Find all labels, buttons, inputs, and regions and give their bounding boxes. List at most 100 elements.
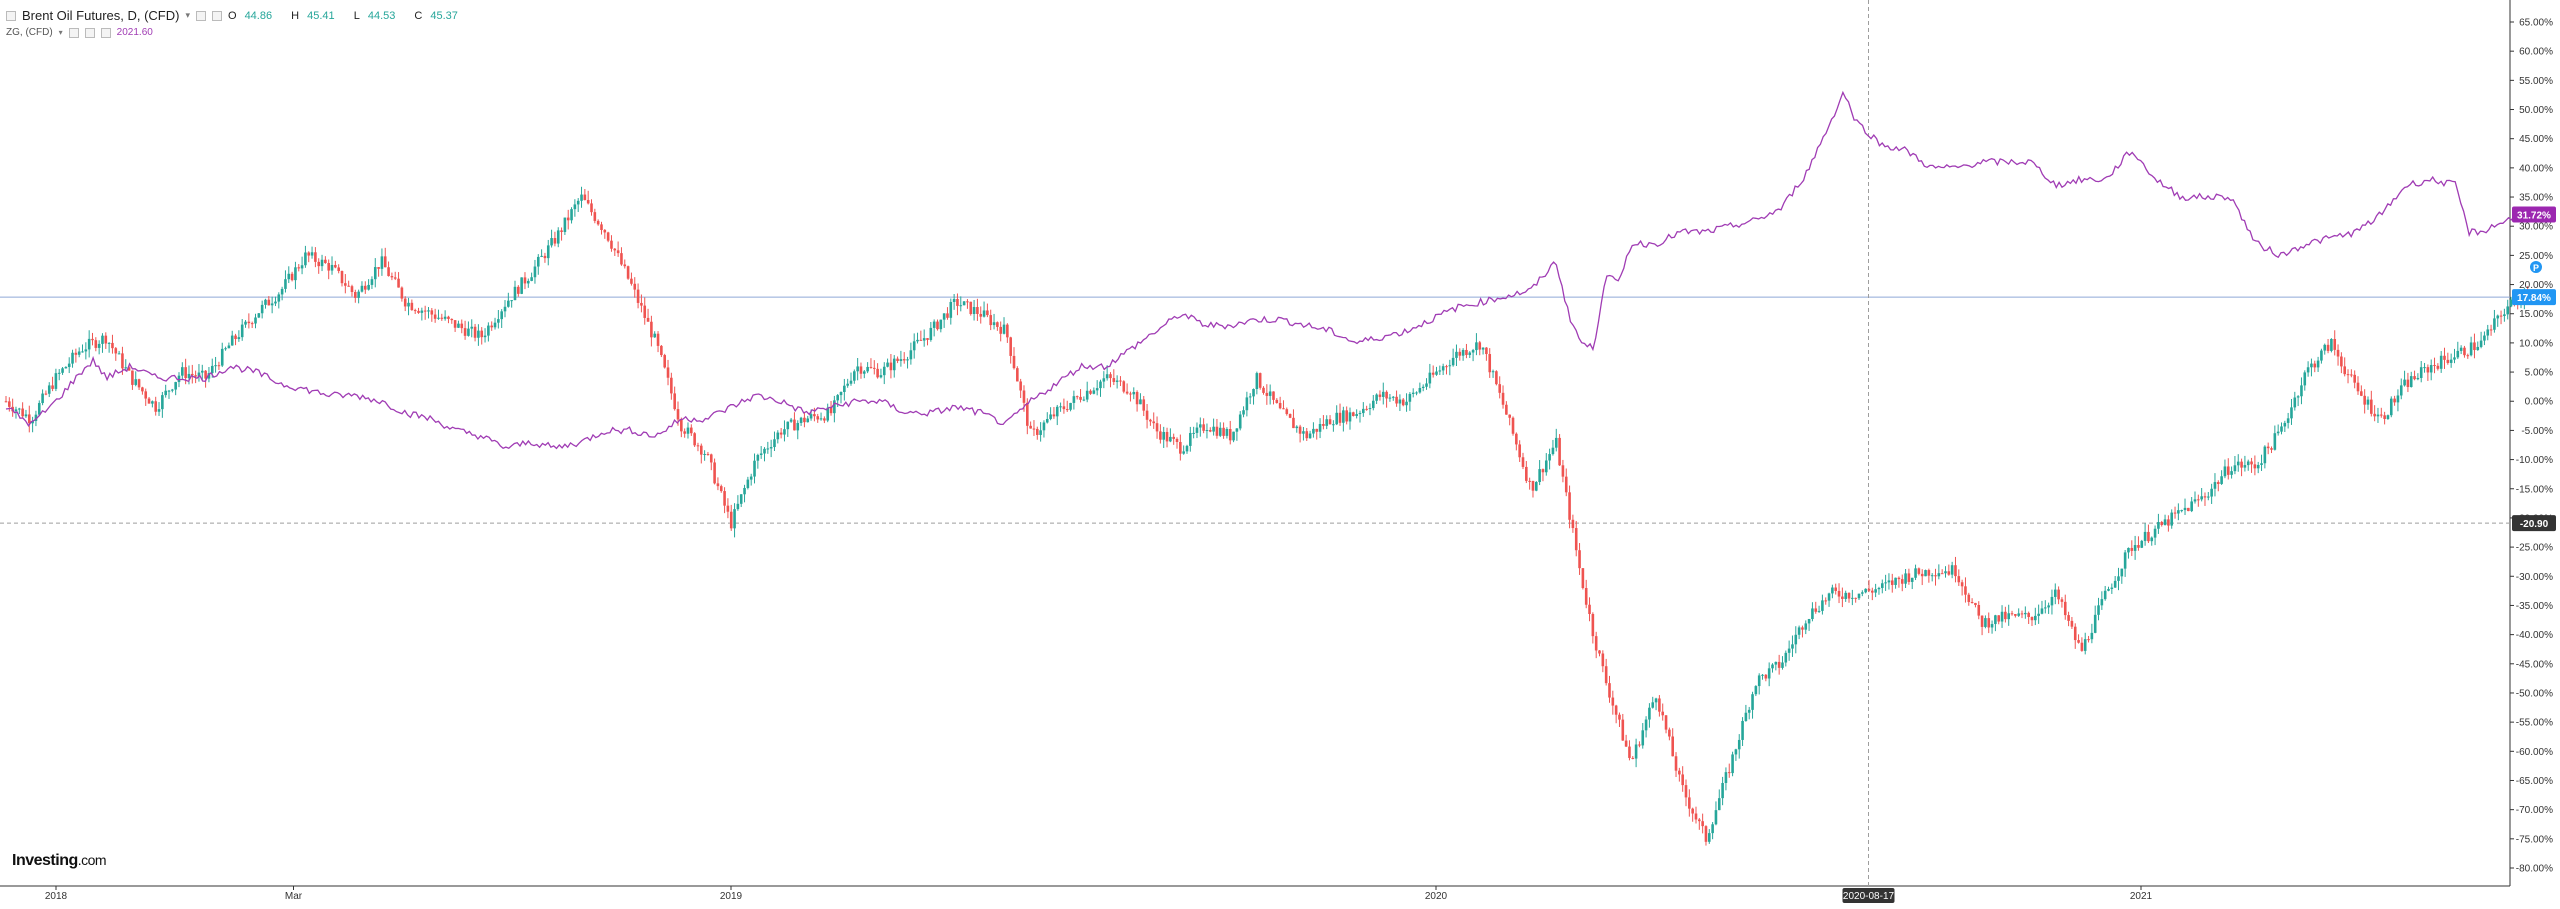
candle-body xyxy=(819,418,823,420)
candle-body xyxy=(942,313,946,320)
candle-body xyxy=(1075,396,1079,398)
candle-body xyxy=(1957,576,1961,583)
candlestick xyxy=(297,264,301,272)
candle-body xyxy=(2409,376,2413,387)
candle-body xyxy=(1601,653,1605,667)
candle-body xyxy=(107,342,111,344)
candle-body xyxy=(853,371,856,381)
candlestick xyxy=(2113,576,2117,588)
candle-body xyxy=(2216,482,2220,484)
candlestick xyxy=(1608,675,1611,703)
y-tick-label: -30.00% xyxy=(2516,572,2553,583)
candle-body xyxy=(1814,608,1818,612)
candlestick xyxy=(2333,330,2337,356)
candle-body xyxy=(403,298,407,307)
candle-body xyxy=(1292,417,1295,429)
visibility-button[interactable] xyxy=(196,10,206,21)
candle-body xyxy=(503,306,507,312)
candlestick xyxy=(350,284,354,297)
candlestick xyxy=(1169,428,1172,443)
candlestick xyxy=(1937,564,1941,580)
candle-body xyxy=(2160,522,2164,525)
candlestick xyxy=(1378,390,1382,401)
candle-body xyxy=(1561,465,1565,477)
collapse-legend-button[interactable] xyxy=(6,10,16,21)
candle-body xyxy=(1055,406,1059,417)
candlestick xyxy=(1298,424,1302,443)
candlestick xyxy=(2190,496,2193,513)
candle-body xyxy=(2340,356,2343,367)
candlestick xyxy=(1308,430,1312,439)
candle-body xyxy=(2346,374,2350,376)
candlestick xyxy=(1794,626,1798,654)
candle-body xyxy=(1754,686,1758,695)
candlestick xyxy=(713,458,716,485)
candle-body xyxy=(1817,610,1821,612)
candle-body xyxy=(1741,720,1744,740)
compare-series-title[interactable]: ZG, (CFD) xyxy=(6,27,53,38)
compare-remove-button[interactable] xyxy=(100,27,111,38)
candle-body xyxy=(1608,683,1611,698)
candle-body xyxy=(1368,408,1372,410)
candlestick xyxy=(2167,515,2170,532)
last-price-marker[interactable] xyxy=(2530,261,2542,274)
candle-body xyxy=(317,261,321,267)
candlestick xyxy=(1185,444,1189,454)
candlestick xyxy=(1747,706,1751,720)
candlestick xyxy=(1980,615,1984,636)
candle-body xyxy=(71,352,74,364)
candle-body xyxy=(979,313,983,317)
candle-body xyxy=(2073,626,2077,641)
candle-body xyxy=(1298,426,1302,434)
candlestick xyxy=(2300,377,2303,405)
candlestick xyxy=(467,321,470,337)
candlestick xyxy=(2396,389,2400,412)
candlestick xyxy=(1957,569,1961,586)
candle-body xyxy=(2203,496,2207,498)
compare-series-value: 2021.60 xyxy=(116,27,153,38)
candlestick xyxy=(2286,412,2290,429)
candle-body xyxy=(699,445,703,455)
candlestick xyxy=(1385,390,1388,408)
candlestick xyxy=(759,446,763,459)
candlestick xyxy=(673,386,676,411)
candlestick xyxy=(1638,741,1641,748)
candle-body xyxy=(1488,354,1492,373)
candle-body xyxy=(400,287,404,299)
candle-body xyxy=(1528,480,1531,482)
candle-body xyxy=(117,353,121,355)
y-tick-label: -75.00% xyxy=(2516,834,2553,845)
candle-body xyxy=(2017,613,2020,616)
settings-button[interactable] xyxy=(212,10,222,21)
candlestick xyxy=(1069,402,1072,412)
candle-body xyxy=(111,342,114,349)
candle-body xyxy=(220,348,224,366)
candle-body xyxy=(284,279,287,289)
candle-body xyxy=(1764,674,1768,679)
candle-body xyxy=(1857,593,1861,599)
candlestick xyxy=(1142,395,1146,417)
candle-body xyxy=(477,330,480,338)
candle-body xyxy=(177,375,181,383)
candle-body xyxy=(94,340,98,348)
candle-body xyxy=(2426,367,2430,373)
candle-body xyxy=(1125,391,1129,394)
candle-body xyxy=(1721,782,1724,799)
candlestick xyxy=(660,344,663,358)
candlestick xyxy=(1771,663,1774,673)
candlestick xyxy=(1335,405,1338,426)
candle-body xyxy=(324,259,327,264)
candle-body xyxy=(2399,385,2403,396)
candle-body xyxy=(656,333,660,346)
chevron-down-icon[interactable]: ▾ xyxy=(185,10,190,20)
candlestick xyxy=(2223,459,2227,479)
candlestick xyxy=(2393,395,2396,406)
main-series-title[interactable]: Brent Oil Futures, D, (CFD) xyxy=(22,8,180,23)
compare-settings-button[interactable] xyxy=(84,27,95,38)
chevron-down-icon[interactable]: ▾ xyxy=(58,28,63,37)
compare-visibility-button[interactable] xyxy=(68,27,79,38)
candle-body xyxy=(556,230,560,244)
candlestick xyxy=(699,443,703,464)
